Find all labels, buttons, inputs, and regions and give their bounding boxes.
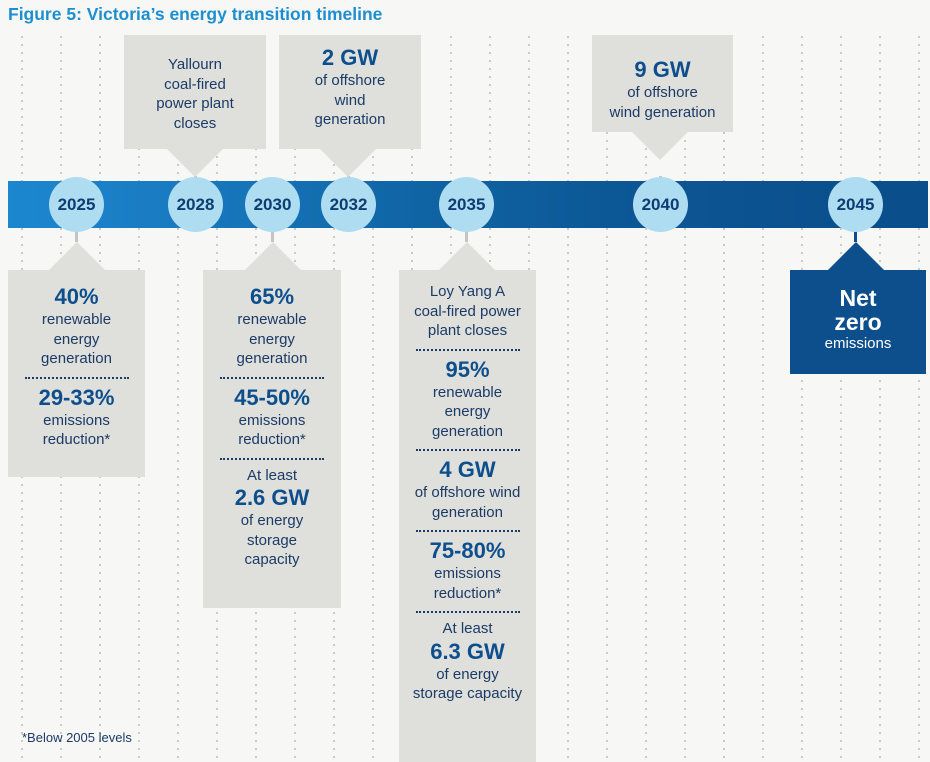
stem-2030 — [271, 228, 274, 242]
dotted-separator — [24, 376, 129, 379]
year-marker-2028: 2028 — [168, 177, 223, 232]
milestone-line: reduction* — [238, 431, 306, 448]
milestone-value: 4 GW — [439, 457, 496, 482]
dotted-separator — [415, 449, 520, 451]
dotted-separator — [415, 611, 520, 613]
dotted-separator — [415, 348, 520, 351]
milestone-segment: 65% renewable energy generation — [203, 284, 341, 369]
milestone-line: Yallourn — [168, 56, 222, 73]
stem-2025 — [75, 228, 78, 242]
milestone-line: emissions — [43, 411, 110, 429]
milestone-2045-box: Net zero emissions — [790, 270, 926, 374]
milestone-value: 6.3 GW — [430, 638, 505, 664]
dotted-separator — [220, 376, 324, 379]
milestone-segment: 75-80% emissions reduction* — [399, 538, 536, 603]
milestone-value: zero — [834, 309, 882, 335]
milestone-2040-pointer — [632, 132, 688, 160]
milestone-line: generation — [432, 503, 503, 521]
milestone-line: emissions — [434, 565, 501, 582]
milestone-line: power plant — [156, 95, 234, 112]
milestone-segment: 95% renewable energy generation — [399, 357, 536, 442]
milestone-value: 65% — [249, 284, 295, 309]
year-marker-2030: 2030 — [245, 177, 300, 232]
milestone-line: renewable — [432, 383, 503, 401]
milestone-line: energy — [249, 330, 295, 348]
milestone-line: emissions — [238, 411, 306, 429]
year-marker-2025: 2025 — [49, 177, 104, 232]
year-marker-2035: 2035 — [439, 177, 494, 232]
milestone-line: reduction* — [42, 431, 111, 448]
milestone-value: 9 GW — [634, 57, 691, 82]
milestone-line: renewable — [237, 311, 307, 328]
milestone-line: emissions — [824, 335, 892, 352]
milestone-2040-box: 9 GW of offshore wind generation — [592, 35, 733, 132]
milestone-line: generation — [314, 111, 386, 128]
stem-2035 — [465, 228, 468, 242]
footnote: *Below 2005 levels — [22, 730, 132, 745]
milestone-value: 40% — [54, 284, 99, 309]
milestone-segment: At least 2.6 GW of energy storage capaci… — [203, 466, 341, 570]
milestone-line: of energy — [240, 512, 304, 529]
milestone-line: energy — [444, 403, 491, 420]
milestone-2028-pointer — [167, 149, 223, 177]
milestone-segment: 45-50% emissions reduction* — [203, 385, 341, 450]
year-marker-2045: 2045 — [828, 177, 883, 232]
milestone-2028-box: Yallourn coal-fired power plant closes — [124, 35, 266, 149]
milestone-2030-box: 65% renewable energy generation 45-50% e… — [203, 270, 341, 608]
milestone-value: 2.6 GW — [234, 485, 310, 510]
milestone-line: plant closes — [427, 322, 508, 339]
milestone-line: of offshore wind — [414, 484, 521, 501]
milestone-line: At least — [246, 466, 298, 484]
milestone-2032-box: 2 GW of offshore wind generation — [279, 35, 421, 149]
milestone-2025-box: 40% renewable energy generation 29-33% e… — [8, 270, 145, 477]
milestone-line: coal-fired power — [414, 302, 521, 320]
milestone-line: storage — [246, 531, 298, 549]
milestone-value: Net — [839, 285, 877, 311]
stem-2045 — [854, 228, 857, 242]
milestone-value: 45-50% — [234, 384, 310, 410]
milestone-2035-pointer — [439, 242, 495, 270]
milestone-2035-box: Loy Yang A coal-fired power plant closes… — [399, 270, 536, 762]
milestone-line: generation — [432, 422, 503, 440]
figure-title: Figure 5: Victoria’s energy transition t… — [8, 4, 383, 24]
milestone-line: closes — [173, 114, 217, 132]
milestone-2025-pointer — [49, 242, 105, 270]
milestone-2045-pointer — [828, 242, 884, 270]
milestone-line: coal-fired — [164, 75, 226, 93]
milestone-line: of offshore — [314, 72, 386, 89]
dotted-separator — [415, 530, 520, 532]
milestone-line: wind generation — [609, 103, 716, 121]
milestone-segment: Loy Yang A coal-fired power plant closes — [399, 282, 536, 341]
milestone-value: 95% — [445, 356, 490, 382]
milestone-segment: 40% renewable energy generation — [8, 284, 145, 369]
milestone-2030-pointer — [245, 242, 301, 270]
milestone-line: storage capacity — [412, 685, 523, 702]
year-marker-2032: 2032 — [321, 177, 376, 232]
milestone-value: 75-80% — [429, 538, 506, 563]
milestone-value: 29-33% — [38, 384, 115, 410]
milestone-2032-pointer — [320, 149, 376, 177]
milestone-line: wind — [334, 91, 366, 109]
milestone-line: At least — [442, 620, 493, 637]
dotted-separator — [220, 457, 324, 460]
milestone-line: generation — [236, 350, 308, 367]
milestone-line: capacity — [244, 551, 300, 568]
milestone-line: energy — [53, 330, 100, 348]
milestone-segment: At least 6.3 GW of energy storage capaci… — [399, 619, 536, 704]
milestone-segment: 4 GW of offshore wind generation — [399, 457, 536, 522]
milestone-line: reduction* — [433, 584, 502, 602]
milestone-line: generation — [41, 350, 112, 367]
year-marker-2040: 2040 — [633, 177, 688, 232]
milestone-line: of offshore — [627, 84, 698, 101]
milestone-line: Loy Yang A — [429, 283, 506, 300]
milestone-line: renewable — [41, 311, 112, 328]
milestone-line: of energy — [436, 665, 499, 683]
milestone-segment: 29-33% emissions reduction* — [8, 385, 145, 450]
milestone-value: 2 GW — [321, 45, 379, 70]
